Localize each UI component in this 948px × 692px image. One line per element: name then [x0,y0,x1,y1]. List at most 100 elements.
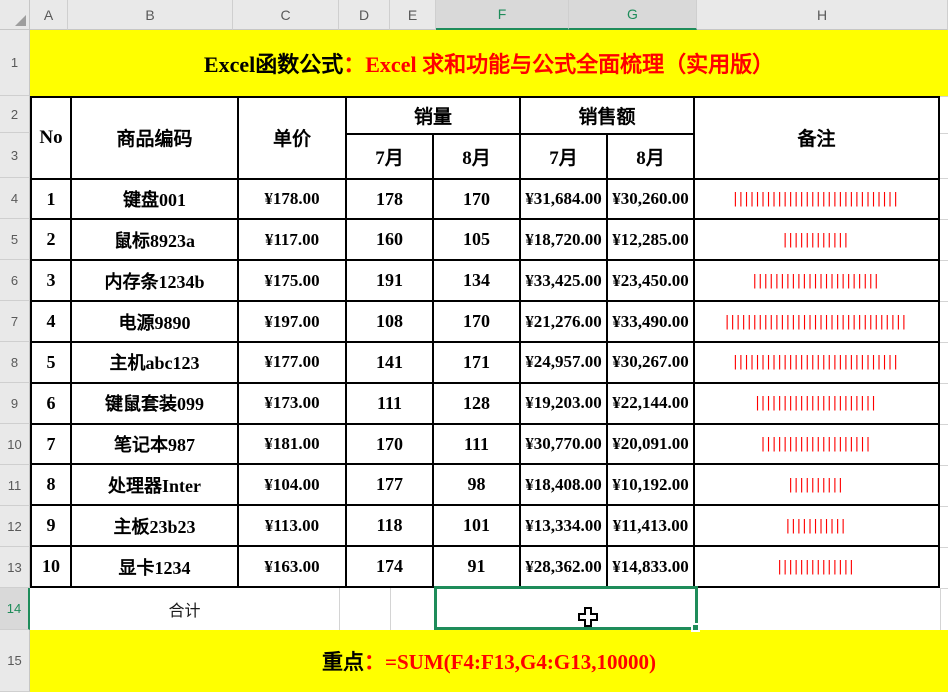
header-unit-price[interactable]: 单价 [237,96,347,180]
cell-rev-jul-r5[interactable]: ¥18,720.00 [519,218,608,262]
row-header-2[interactable]: 2 [0,96,30,133]
cell-qty-aug-r7[interactable]: 170 [432,300,521,343]
cell-no-r13[interactable]: 10 [30,545,72,588]
row-header-10[interactable]: 10 [0,424,30,465]
column-header-C[interactable]: C [233,0,339,30]
cell-product-r8[interactable]: 主机abc123 [70,340,239,384]
header-qty-jul[interactable]: 7月 [345,132,434,180]
cell-remark-r7[interactable]: ||||||||||||||||||||||||||||||||| [693,300,940,343]
cell-remark-r13[interactable]: |||||||||||||| [693,545,940,588]
column-header-B[interactable]: B [68,0,233,30]
cell-product-r7[interactable]: 电源9890 [70,300,239,343]
cell-no-r5[interactable]: 2 [30,218,72,262]
title-banner-cell[interactable]: Excel函数公式 ：Excel 求和功能与公式全面梳理（实用版） [30,30,948,96]
cell-remark-r5[interactable]: |||||||||||| [693,218,940,262]
cell-rev-aug-r4[interactable]: ¥30,260.00 [606,177,695,221]
cell-E14[interactable] [391,588,436,630]
cell-rev-jul-r11[interactable]: ¥18,408.00 [519,463,608,507]
cell-rev-aug-r12[interactable]: ¥11,413.00 [606,504,695,548]
row-header-15[interactable]: 15 [0,630,30,692]
cell-no-r4[interactable]: 1 [30,177,72,221]
header-sales-qty[interactable]: 销量 [345,96,521,135]
cell-rev-aug-r9[interactable]: ¥22,144.00 [606,381,695,425]
cell-D14[interactable] [340,588,390,630]
cell-qty-aug-r5[interactable]: 105 [432,218,521,262]
cell-product-r5[interactable]: 鼠标8923a [70,218,239,262]
cell-rev-jul-r9[interactable]: ¥19,203.00 [519,381,608,425]
cell-product-r9[interactable]: 键鼠套装099 [70,381,239,425]
cell-qty-aug-r6[interactable]: 134 [432,259,521,303]
cell-no-r10[interactable]: 7 [30,422,72,466]
cell-qty-jul-r6[interactable]: 191 [345,259,434,303]
cell-price-r13[interactable]: ¥163.00 [237,545,347,588]
cell-qty-aug-r8[interactable]: 171 [432,340,521,384]
cell-remark-r12[interactable]: ||||||||||| [693,504,940,548]
cell-price-r9[interactable]: ¥173.00 [237,381,347,425]
selection-box-F14-G14[interactable] [434,586,700,632]
header-no[interactable]: No [30,96,72,180]
cell-remark-r11[interactable]: |||||||||| [693,463,940,507]
cell-price-r6[interactable]: ¥175.00 [237,259,347,303]
row-header-13[interactable]: 13 [0,547,30,588]
column-header-F[interactable]: F [436,0,569,30]
cell-rev-jul-r13[interactable]: ¥28,362.00 [519,545,608,588]
cell-product-r13[interactable]: 显卡1234 [70,545,239,588]
header-product-code[interactable]: 商品编码 [70,96,239,180]
cell-price-r8[interactable]: ¥177.00 [237,340,347,384]
select-all-button[interactable] [0,0,30,30]
cell-rev-aug-r10[interactable]: ¥20,091.00 [606,422,695,466]
cell-qty-jul-r8[interactable]: 141 [345,340,434,384]
cell-qty-aug-r12[interactable]: 101 [432,504,521,548]
row-header-12[interactable]: 12 [0,506,30,547]
cell-no-r7[interactable]: 4 [30,300,72,343]
row-header-14[interactable]: 14 [0,588,30,630]
cell-product-r4[interactable]: 键盘001 [70,177,239,221]
cell-qty-jul-r13[interactable]: 174 [345,545,434,588]
row-header-9[interactable]: 9 [0,383,30,424]
cell-qty-jul-r5[interactable]: 160 [345,218,434,262]
header-remark[interactable]: 备注 [693,96,940,180]
cell-rev-jul-r6[interactable]: ¥33,425.00 [519,259,608,303]
cell-rev-aug-r6[interactable]: ¥23,450.00 [606,259,695,303]
cell-price-r12[interactable]: ¥113.00 [237,504,347,548]
cell-price-r7[interactable]: ¥197.00 [237,300,347,343]
cell-no-r12[interactable]: 9 [30,504,72,548]
row-header-7[interactable]: 7 [0,301,30,342]
cell-price-r11[interactable]: ¥104.00 [237,463,347,507]
cell-qty-jul-r11[interactable]: 177 [345,463,434,507]
row-header-1[interactable]: 1 [0,30,30,96]
total-label-cell[interactable]: 合计 [168,603,201,620]
cell-qty-aug-r11[interactable]: 98 [432,463,521,507]
cell-qty-aug-r13[interactable]: 91 [432,545,521,588]
column-header-A[interactable]: A [30,0,68,30]
cell-remark-r4[interactable]: |||||||||||||||||||||||||||||| [693,177,940,221]
header-sales-amount[interactable]: 销售额 [519,96,695,135]
cell-rev-aug-r11[interactable]: ¥10,192.00 [606,463,695,507]
cell-price-r4[interactable]: ¥178.00 [237,177,347,221]
cell-qty-jul-r9[interactable]: 111 [345,381,434,425]
cell-rev-jul-r8[interactable]: ¥24,957.00 [519,340,608,384]
header-amount-jul[interactable]: 7月 [519,132,608,180]
row-header-8[interactable]: 8 [0,342,30,383]
cell-rev-jul-r7[interactable]: ¥21,276.00 [519,300,608,343]
cell-remark-r9[interactable]: |||||||||||||||||||||| [693,381,940,425]
cell-rev-jul-r4[interactable]: ¥31,684.00 [519,177,608,221]
cell-rev-jul-r12[interactable]: ¥13,334.00 [519,504,608,548]
formula-banner-cell[interactable]: 重点 ：=SUM(F4:F13,G4:G13,10000) [30,630,948,692]
cell-product-r6[interactable]: 内存条1234b [70,259,239,303]
fill-handle[interactable] [691,623,700,632]
cell-rev-aug-r7[interactable]: ¥33,490.00 [606,300,695,343]
column-header-E[interactable]: E [390,0,436,30]
cell-qty-jul-r10[interactable]: 170 [345,422,434,466]
cell-rev-aug-r8[interactable]: ¥30,267.00 [606,340,695,384]
cell-rev-aug-r5[interactable]: ¥12,285.00 [606,218,695,262]
row-header-4[interactable]: 4 [0,178,30,219]
cell-no-r9[interactable]: 6 [30,381,72,425]
column-header-G[interactable]: G [569,0,697,30]
cell-qty-jul-r12[interactable]: 118 [345,504,434,548]
cell-remark-r6[interactable]: ||||||||||||||||||||||| [693,259,940,303]
cell-product-r12[interactable]: 主板23b23 [70,504,239,548]
cell-price-r10[interactable]: ¥181.00 [237,422,347,466]
cell-product-r11[interactable]: 处理器Inter [70,463,239,507]
cell-qty-aug-r4[interactable]: 170 [432,177,521,221]
